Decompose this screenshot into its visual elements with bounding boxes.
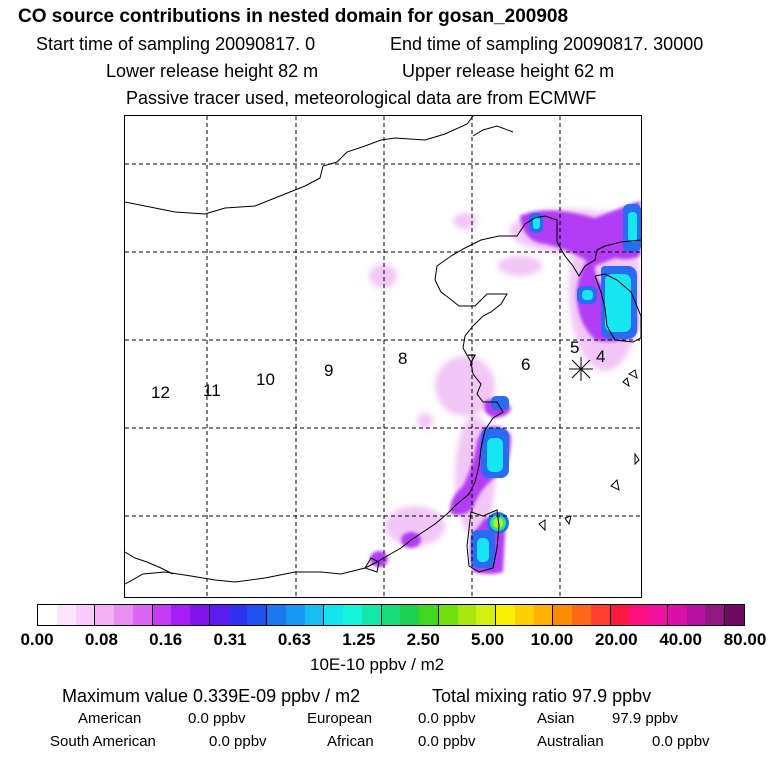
colorbar-tick-label: 5.00 <box>470 630 505 649</box>
colorbar-swatch <box>705 605 724 625</box>
colorbar-tick-label: 0.63 <box>277 630 311 649</box>
colorbar-swatch <box>552 605 572 625</box>
colorbar-swatch <box>361 605 381 625</box>
colorbar-swatch <box>323 605 343 625</box>
total-mixing-ratio: Total mixing ratio 97.9 ppbv <box>432 686 652 706</box>
region-american-value: 0.0 ppbv <box>188 710 246 727</box>
colorbar-swatch <box>228 605 248 625</box>
lower-release-height: Lower release height 82 m <box>106 61 319 81</box>
colorbar-swatch <box>190 605 209 625</box>
upper-release-height: Upper release height 62 m <box>402 61 615 81</box>
colorbar-swatch <box>56 605 76 625</box>
colorbar-tick-label: 40.00 <box>659 630 702 649</box>
colorbar-swatch <box>380 605 401 625</box>
colorbar-swatch <box>437 605 458 625</box>
region-south-american-value: 0.0 ppbv <box>209 733 267 750</box>
colorbar-swatch <box>514 605 534 625</box>
colorbar-swatch <box>208 605 229 625</box>
colorbar-swatch <box>476 605 495 625</box>
traj-label-9: 9 <box>324 361 333 380</box>
sampling-end: End time of sampling 20090817. 30000 <box>390 34 704 54</box>
colorbar-swatch <box>572 605 591 625</box>
colorbar-tick-label: 10.00 <box>530 630 574 649</box>
star-icon <box>569 357 593 381</box>
colorbar-swatch <box>304 605 324 625</box>
colorbar-unit: 10E-10 ppbv / m2 <box>310 655 445 674</box>
colorbar-tick-label: 20.00 <box>594 630 638 649</box>
colorbar-swatch <box>114 605 133 625</box>
colorbar-swatch <box>590 605 610 625</box>
colorbar-swatch <box>666 605 687 625</box>
colorbar-tick-label: 0.00 <box>20 630 54 649</box>
colorbar-swatch <box>285 605 305 625</box>
traj-label-5: 5 <box>570 338 579 357</box>
colorbar-swatch <box>724 605 744 625</box>
sampling-start: Start time of sampling 20090817. 0 <box>36 34 316 54</box>
colorbar-tick-label: 80.00 <box>723 630 767 649</box>
map-panel: 12 11 10 9 8 7 6 5 4 <box>124 115 642 598</box>
colorbar-swatch <box>609 605 630 625</box>
colorbar <box>37 604 745 626</box>
region-australian-name: Australian <box>537 733 604 750</box>
colorbar-swatch <box>648 605 667 625</box>
colorbar-swatch <box>151 605 172 625</box>
region-african-name: African <box>327 733 374 750</box>
region-european-value: 0.0 ppbv <box>418 710 476 727</box>
region-asian-name: Asian <box>537 710 575 727</box>
region-european-name: European <box>307 710 373 727</box>
colorbar-tick-label: 0.16 <box>149 630 183 649</box>
colorbar-swatch <box>266 605 286 625</box>
traj-label-12: 12 <box>151 383 170 402</box>
colorbar-swatch <box>495 605 515 625</box>
colorbar-swatch <box>533 605 553 625</box>
map-canvas: 12 11 10 9 8 7 6 5 4 <box>125 116 641 597</box>
coastlines <box>125 116 641 585</box>
traj-label-8: 8 <box>398 349 407 368</box>
colorbar-swatch <box>247 605 266 625</box>
colorbar-tick-label: 0.31 <box>213 630 247 649</box>
traj-label-4: 4 <box>596 347 605 366</box>
traj-label-6: 6 <box>521 355 530 374</box>
trajectory-labels: 12 11 10 9 8 7 6 5 4 <box>151 338 605 402</box>
colorbar-swatch <box>94 605 114 625</box>
colorbar-tick-label: 0.08 <box>84 630 118 649</box>
maximum-value: Maximum value 0.339E-09 ppbv / m2 <box>62 686 361 706</box>
region-african-value: 0.0 ppbv <box>418 733 476 750</box>
colorbar-swatch <box>457 605 477 625</box>
region-asian-value: 97.9 ppbv <box>612 710 678 727</box>
colorbar-swatch <box>171 605 190 625</box>
colorbar-swatch <box>686 605 706 625</box>
traj-label-11: 11 <box>203 381 221 400</box>
traj-label-10: 10 <box>256 370 275 389</box>
plot-title: CO source contributions in nested domain… <box>18 6 569 27</box>
latlon-grid <box>125 116 641 597</box>
colorbar-swatch <box>343 605 362 625</box>
region-australian-value: 0.0 ppbv <box>652 733 710 750</box>
colorbar-swatch <box>132 605 152 625</box>
colorbar-swatch <box>400 605 419 625</box>
colorbar-swatch <box>419 605 438 625</box>
colorbar-swatch <box>75 605 95 625</box>
colorbar-tick-label: 1.25 <box>342 630 376 649</box>
colorbar-tick-label: 2.50 <box>406 630 440 649</box>
plume-hotspot <box>490 515 506 531</box>
region-american-name: American <box>78 710 142 727</box>
colorbar-swatch <box>38 605 57 625</box>
traj-label-7: 7 <box>467 351 476 370</box>
colorbar-swatch <box>629 605 648 625</box>
region-south-american-name: South American <box>50 733 156 750</box>
tracer-note: Passive tracer used, meteorological data… <box>126 88 597 108</box>
